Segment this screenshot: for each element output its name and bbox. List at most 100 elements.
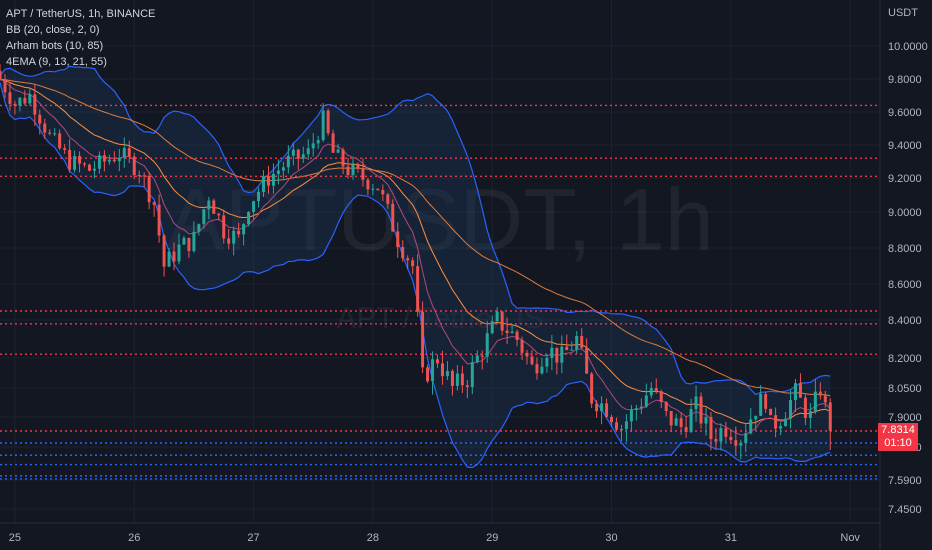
candle-body [440, 363, 444, 377]
candle-body [381, 189, 385, 195]
candle-body [545, 357, 549, 367]
candle-body [33, 94, 37, 115]
x-tick-label: 30 [605, 532, 617, 544]
candle-body [709, 417, 713, 440]
candle-body [585, 347, 589, 374]
candle-body [470, 362, 474, 388]
candle-body [769, 408, 773, 416]
candle-body [436, 359, 440, 364]
candle-body [520, 339, 524, 353]
indicator-ema[interactable]: 4EMA (9, 13, 21, 55) [6, 56, 107, 68]
candle-body [0, 70, 2, 80]
candle-body [565, 346, 569, 351]
candle-body [465, 385, 469, 388]
candle-body [157, 204, 161, 236]
candle-body [192, 231, 196, 252]
candle-body [187, 237, 191, 252]
y-tick-label: 7.4500 [888, 504, 922, 516]
candle-body [475, 355, 479, 363]
candle-body [803, 397, 807, 418]
candle-body [73, 155, 77, 170]
candle-body [570, 349, 574, 351]
candle-body [68, 149, 72, 170]
y-tick-label: 9.0000 [888, 207, 922, 219]
x-tick-label: 28 [367, 532, 379, 544]
candle-body [48, 132, 52, 134]
candle-body [212, 200, 216, 214]
price-axis[interactable]: USDT 10.0000 9.8000 9.6000 9.4000 9.2000 9.00… [888, 7, 928, 516]
candles [0, 64, 832, 460]
candle-body [88, 164, 91, 171]
candle-body [774, 415, 778, 429]
candle-body [336, 149, 340, 153]
ema-55-line [0, 78, 831, 397]
candle-body [828, 402, 832, 431]
candle-body [366, 179, 370, 190]
candle-body [177, 244, 181, 262]
candle-body [580, 336, 584, 348]
candle-body [247, 212, 251, 225]
candle-body [480, 355, 484, 357]
ema-21-line [0, 78, 831, 425]
candle-body [684, 427, 688, 432]
candle-body [535, 364, 539, 374]
candle-body [232, 230, 236, 244]
y-tick-label: 9.4000 [888, 140, 922, 152]
candle-body [172, 251, 176, 262]
candle-body [316, 140, 320, 144]
candle-body [217, 213, 221, 216]
candle-body [202, 209, 206, 225]
candle-body [431, 359, 435, 382]
candle-body [58, 133, 62, 149]
candle-body [132, 156, 136, 176]
candle-body [619, 429, 623, 431]
candle-body [808, 411, 812, 418]
y-tick-label: 8.2000 [888, 353, 922, 365]
candle-body [411, 260, 415, 267]
x-tick-label: 27 [247, 532, 259, 544]
candle-body [555, 347, 559, 363]
candle-body [823, 395, 827, 403]
candle-body [813, 391, 817, 412]
time-axis[interactable]: 25 26 27 28 29 30 31 Nov [9, 532, 861, 544]
candle-body [649, 388, 653, 396]
candle-body [78, 155, 82, 164]
candle-body [744, 433, 748, 444]
candle-body [664, 402, 668, 412]
indicator-arham[interactable]: Arham bots (10, 85) [6, 40, 104, 52]
candle-body [326, 110, 330, 134]
candle-body [500, 311, 504, 331]
candle-body [281, 167, 285, 171]
candle-body [97, 155, 101, 169]
y-tick-label: 9.2000 [888, 173, 922, 185]
candle-body [331, 133, 335, 153]
y-tick-label: 7.9000 [888, 412, 922, 424]
candle-body [207, 200, 211, 210]
candle-body [237, 230, 241, 235]
current-price-value: 7.8314 [881, 424, 915, 436]
candle-body [38, 114, 42, 124]
candle-body [286, 155, 290, 168]
candle-body [242, 224, 246, 235]
candle-body [789, 400, 792, 419]
candle-body [689, 409, 693, 432]
candle-body [634, 408, 638, 410]
candle-body [540, 366, 544, 374]
y-tick-label: 8.4000 [888, 315, 922, 327]
symbol-title[interactable]: APT / TetherUS, 1h, BINANCE [6, 8, 156, 20]
candle-body [818, 391, 822, 396]
candle-body [450, 371, 454, 386]
x-tick-label: 26 [128, 532, 140, 544]
candle-body [629, 409, 633, 422]
candle-body [361, 168, 365, 180]
candle-body [122, 148, 126, 158]
candle-body [793, 383, 797, 401]
candle-body [754, 415, 758, 420]
candle-body [525, 352, 529, 357]
candle-body [142, 175, 146, 177]
candle-body [127, 148, 131, 157]
candle-body [749, 419, 753, 434]
candle-body [311, 143, 315, 149]
indicator-bb[interactable]: BB (20, close, 2, 0) [6, 24, 100, 36]
